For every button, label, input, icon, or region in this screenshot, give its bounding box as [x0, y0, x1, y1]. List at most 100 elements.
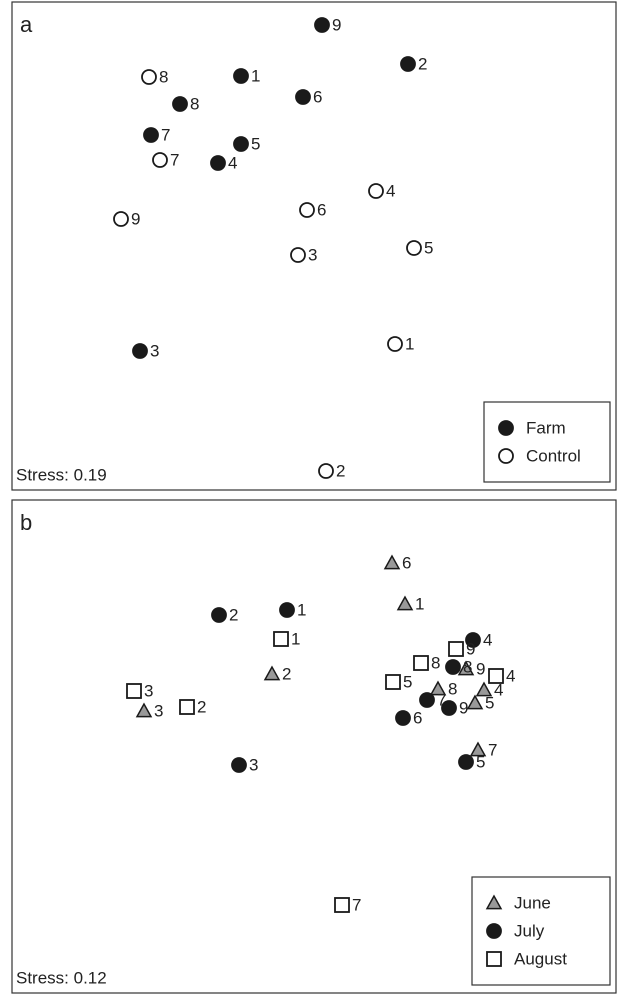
legend-label: July: [514, 921, 545, 940]
point: [400, 56, 416, 72]
point-label: 6: [313, 87, 322, 106]
point-label: 4: [386, 181, 395, 200]
point-label: 6: [402, 553, 411, 572]
panel-letter: a: [20, 12, 33, 37]
legend-label: Farm: [526, 418, 566, 437]
point: [445, 659, 461, 675]
point-label: 8: [448, 679, 457, 698]
point-label: 1: [415, 594, 424, 613]
point-label: 2: [282, 664, 291, 683]
point: [290, 247, 306, 263]
point-label: 7: [170, 150, 179, 169]
stress-annotation: Stress: 0.12: [16, 968, 107, 987]
point-label: 2: [229, 605, 238, 624]
point: [429, 680, 447, 696]
point-label: 4: [506, 666, 515, 685]
point: [441, 700, 457, 716]
point-label: 1: [291, 629, 300, 648]
point: [419, 692, 435, 708]
point-label: 7: [161, 125, 170, 144]
point: [233, 68, 249, 84]
legend-label: Control: [526, 446, 581, 465]
legend-marker: [486, 923, 502, 939]
legend-marker: [498, 448, 514, 464]
point: [179, 699, 195, 715]
point-label: 2: [336, 461, 345, 480]
point-label: 9: [466, 639, 475, 658]
point: [263, 665, 281, 681]
legend-label: August: [514, 949, 567, 968]
point: [299, 202, 315, 218]
point: [273, 631, 289, 647]
point: [143, 127, 159, 143]
panel-frame: [11, 499, 617, 994]
point-label: 1: [405, 334, 414, 353]
point-label: 8: [463, 657, 472, 676]
point: [368, 183, 384, 199]
point: [211, 607, 227, 623]
point: [210, 155, 226, 171]
point: [318, 463, 334, 479]
point-label: 1: [251, 66, 260, 85]
point-label: 4: [494, 680, 503, 699]
point-label: 8: [190, 94, 199, 113]
point: [126, 683, 142, 699]
point-label: 5: [251, 134, 260, 153]
point: [295, 89, 311, 105]
point-label: 1: [297, 600, 306, 619]
point-label: 2: [197, 697, 206, 716]
point: [469, 741, 487, 757]
point-label: 7: [352, 895, 361, 914]
point: [413, 655, 429, 671]
point: [172, 96, 188, 112]
point-label: 5: [476, 752, 485, 771]
point-label: 4: [483, 630, 492, 649]
point: [279, 602, 295, 618]
point: [466, 694, 484, 710]
point-label: 4: [228, 153, 237, 172]
point: [448, 641, 464, 657]
point-label: 6: [317, 200, 326, 219]
legend-marker: [486, 951, 502, 967]
point: [458, 754, 474, 770]
point: [406, 240, 422, 256]
stress-annotation: Stress: 0.19: [16, 465, 107, 484]
point: [475, 681, 493, 697]
point: [334, 897, 350, 913]
point-label: 8: [159, 67, 168, 86]
point: [231, 757, 247, 773]
point-label: 9: [131, 209, 140, 228]
point-label: 3: [308, 245, 317, 264]
point-label: 5: [403, 672, 412, 691]
point: [233, 136, 249, 152]
point: [152, 152, 168, 168]
point-label: 5: [424, 238, 433, 257]
point-label: 3: [154, 701, 163, 720]
point-label: 7: [488, 740, 497, 759]
point-label: 3: [150, 341, 159, 360]
point-label: 9: [476, 659, 485, 678]
panel-letter: b: [20, 510, 32, 535]
point: [488, 668, 504, 684]
point: [113, 211, 129, 227]
point: [457, 660, 475, 676]
point-label: 8: [431, 653, 440, 672]
point: [465, 632, 481, 648]
point: [396, 595, 414, 611]
legend-label: June: [514, 893, 551, 912]
panel-frame: [11, 1, 617, 491]
point-label: 9: [459, 698, 468, 717]
point: [383, 554, 401, 570]
point: [314, 17, 330, 33]
point: [385, 674, 401, 690]
legend-marker: [498, 420, 514, 436]
point: [395, 710, 411, 726]
point-label: 3: [249, 755, 258, 774]
legend-marker: [485, 894, 503, 910]
point-label: 9: [332, 15, 341, 34]
point: [141, 69, 157, 85]
point-label: 7: [437, 690, 446, 709]
legend-box: [483, 401, 611, 483]
point-label: 3: [144, 681, 153, 700]
